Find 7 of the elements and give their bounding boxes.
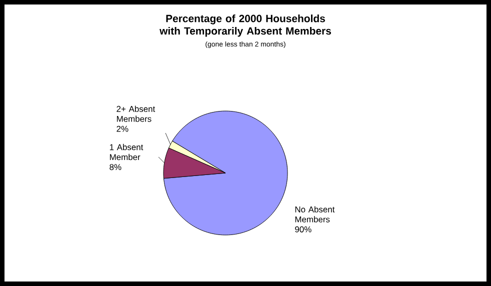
data-label: 2%: [116, 126, 128, 132]
data-label: 8%: [110, 164, 122, 170]
slice-label: 1 Absent Member: [110, 144, 144, 160]
chart-title: Percentage of 2000 Households with Temporarily Absent Members: [160, 14, 331, 37]
slice-label: No Absent Members: [295, 206, 335, 222]
data-label: 90%: [295, 226, 312, 232]
slice-label: 2+ Absent Members: [116, 106, 156, 122]
